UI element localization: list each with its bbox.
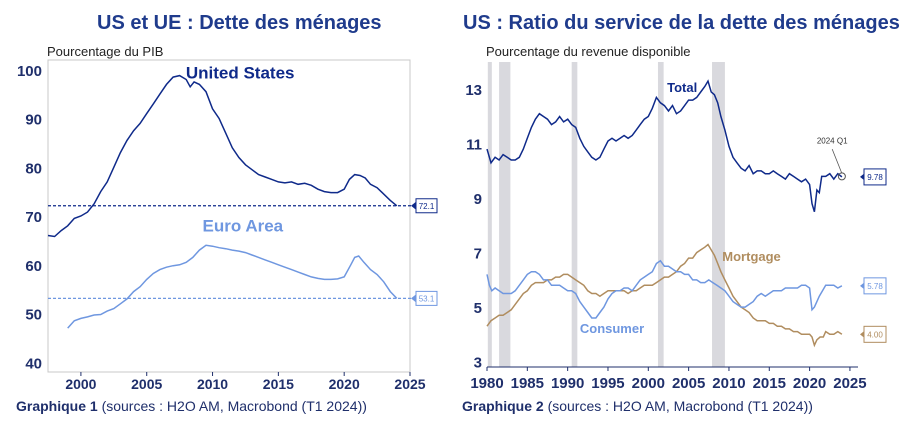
chart1-ytick-label: 100 (17, 63, 42, 80)
chart2-series-label-mortgage: Mortgage (722, 249, 781, 264)
chart2-last-value-box (863, 168, 887, 186)
chart2-xtick-label: 1985 (511, 375, 544, 392)
chart2-series-label-total: Total (667, 80, 697, 95)
chart1-xtick-label: 2020 (329, 376, 360, 392)
chart1-series-line (67, 244, 398, 329)
chart2-recession-band (499, 62, 511, 367)
chart1-ytick-label: 60 (25, 258, 42, 275)
chart2-annotation-leader (831, 148, 843, 174)
chart1-xtick-label: 2005 (131, 376, 162, 392)
chart2-last-value-label: 5.78 (867, 282, 883, 291)
chart2-xtick-label: 2015 (753, 375, 786, 392)
chart1-series-label-us: United States (186, 64, 295, 83)
chart1-caption-bold: Graphique 1 (16, 398, 98, 414)
chart2-recession-band (487, 62, 492, 367)
chart2-ytick-label: 5 (474, 300, 482, 317)
chart1-frame (47, 59, 411, 373)
chart1-title: US et UE : Dette des ménages (97, 12, 382, 34)
chart1-last-value-label: 53.1 (419, 294, 435, 303)
chart2-xtick-label: 1990 (551, 375, 584, 392)
chart2-title: US : Ratio du service de la dette des mé… (463, 12, 900, 34)
chart1-ytick-label: 40 (25, 355, 42, 372)
chart2-annotation-label: 2024 Q1 (817, 137, 848, 146)
chart2-last-value-label: 9.78 (867, 173, 883, 182)
chart1-last-value-pointer (411, 294, 416, 303)
chart1-caption-text: (sources : H2O AM, Macrobond (T1 2024)) (97, 398, 367, 414)
chart2-subtitle: Pourcentage du revenue disponible (486, 44, 691, 59)
chart2-series-line (486, 259, 843, 319)
chart1-xtick-label: 2000 (65, 376, 96, 392)
chart1-caption: Graphique 1 (sources : H2O AM, Macrobond… (16, 398, 367, 414)
chart1-ytick-label: 70 (25, 209, 42, 226)
chart2-ytick-label: 3 (474, 355, 482, 372)
chart2-xtick-label: 1995 (591, 375, 624, 392)
chart2-caption-bold: Graphique 2 (462, 398, 544, 414)
chart2-xtick-label: 2000 (632, 375, 665, 392)
chart1-last-value-box (415, 198, 438, 214)
chart2-recession-band (571, 62, 578, 367)
chart2-caption: Graphique 2 (sources : H2O AM, Macrobond… (462, 398, 813, 414)
chart1-xtick-label: 2010 (197, 376, 228, 392)
chart1-last-value-pointer (411, 201, 416, 210)
chart2-series-line (486, 243, 843, 348)
chart1-series-line (47, 74, 398, 238)
chart2-xtick-label: 2005 (672, 375, 705, 392)
chart2-last-value-label: 4.00 (867, 330, 883, 339)
chart1-subtitle: Pourcentage du PIB (47, 44, 164, 59)
chart2-last-value-box (863, 325, 887, 343)
chart1-ytick-label: 50 (25, 307, 42, 324)
chart2-annotation-marker (837, 172, 846, 181)
chart1-last-value-box (415, 290, 438, 306)
chart1-xtick-label: 2025 (394, 376, 425, 392)
chart2-ytick-label: 11 (466, 137, 482, 154)
chart1-xtick-label: 2015 (263, 376, 294, 392)
chart2-recession-band (712, 62, 725, 367)
chart2-xtick-label: 2025 (833, 375, 866, 392)
chart2-caption-text: (sources : H2O AM, Macrobond (T1 2024)) (543, 398, 813, 414)
chart2-last-value-box (863, 277, 887, 295)
chart1-series-label-ea: Euro Area (203, 217, 284, 236)
chart1-last-value-label: 72.1 (419, 202, 435, 211)
chart2-series-label-consumer: Consumer (580, 321, 644, 336)
chart2-xtick-label: 2010 (712, 375, 745, 392)
chart1-ytick-label: 80 (25, 160, 42, 177)
chart2-series-line (486, 79, 843, 213)
chart2-ytick-label: 13 (465, 82, 482, 99)
chart2-xtick-label: 1980 (470, 375, 503, 392)
chart2-ytick-label: 7 (474, 246, 482, 263)
chart2-recession-band (657, 62, 664, 367)
chart2-ytick-label: 9 (474, 191, 482, 208)
chart1-ytick-label: 90 (25, 112, 42, 129)
chart2-xtick-label: 2020 (793, 375, 826, 392)
